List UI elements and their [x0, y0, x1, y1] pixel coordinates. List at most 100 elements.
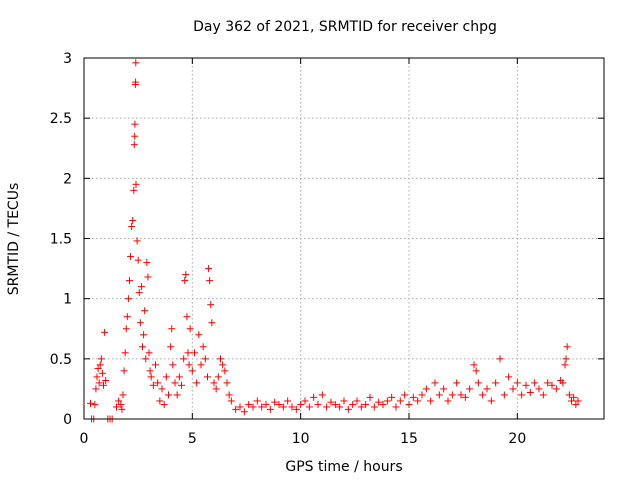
data-point [132, 78, 140, 86]
data-point [431, 379, 439, 387]
data-point [323, 403, 331, 411]
data-point [559, 379, 567, 387]
data-point [561, 361, 569, 369]
data-point [118, 405, 126, 413]
data-point [297, 401, 305, 409]
data-point [336, 403, 344, 411]
data-point [181, 277, 189, 285]
data-point [130, 186, 138, 194]
data-point [448, 391, 456, 399]
data-point [132, 180, 140, 188]
x-axis-label: GPS time / hours [285, 459, 402, 475]
data-point [379, 401, 387, 409]
data-point [131, 120, 139, 128]
data-point [570, 393, 578, 401]
y-tick-label: 1.5 [50, 232, 72, 248]
data-point [344, 405, 352, 413]
data-point [331, 401, 339, 409]
x-tick-labels: 0 5 10 15 20 [80, 431, 527, 447]
data-point [129, 216, 137, 224]
data-point [193, 379, 201, 387]
data-point [271, 398, 279, 406]
data-point [574, 397, 582, 405]
data-point [182, 271, 190, 279]
grid [84, 58, 604, 419]
data-point [483, 385, 491, 393]
data-point [414, 397, 422, 405]
data-point [435, 391, 443, 399]
y-tick-label: 2.5 [50, 111, 72, 127]
data-point [396, 397, 404, 405]
x-tick-label: 5 [188, 431, 197, 447]
data-point [470, 361, 478, 369]
data-point [165, 391, 172, 399]
data-point [422, 385, 430, 393]
data-point [522, 381, 530, 389]
data-point [144, 273, 152, 281]
data-point [409, 393, 417, 401]
data-point [183, 313, 191, 321]
data-point [188, 367, 196, 375]
data-point [92, 385, 100, 393]
data-point [279, 403, 287, 411]
data-point [505, 373, 513, 381]
data-point [127, 253, 135, 261]
data-point [388, 393, 396, 401]
data-point [466, 385, 474, 393]
data-point [178, 381, 185, 389]
data-point [362, 401, 370, 409]
data-point [548, 381, 556, 389]
data-point [310, 393, 318, 401]
data-point [223, 379, 231, 387]
data-point [152, 361, 159, 369]
data-point [191, 349, 198, 357]
data-point [160, 401, 168, 409]
data-point [253, 397, 261, 405]
axis-ticks [83, 57, 604, 420]
data-point [98, 369, 106, 377]
data-point [405, 401, 413, 409]
data-point [472, 367, 480, 375]
data-point [245, 401, 253, 409]
data-point [563, 343, 571, 351]
data-point [175, 373, 183, 381]
data-point [204, 373, 211, 381]
data-point [212, 385, 220, 393]
data-point [97, 355, 105, 363]
data-point [207, 301, 215, 309]
data-point [149, 381, 157, 389]
data-point [133, 237, 141, 245]
data-point [327, 398, 335, 406]
data-point [171, 379, 179, 387]
data-point [227, 397, 235, 405]
data-point [258, 403, 266, 411]
data-point [444, 397, 452, 405]
data-point [457, 391, 465, 399]
data-point [418, 391, 426, 399]
data-point [565, 391, 573, 399]
data-point [100, 381, 107, 389]
data-point [340, 397, 348, 405]
data-point [496, 355, 504, 363]
data-point [353, 397, 361, 405]
data-point [305, 403, 313, 411]
data-point [314, 401, 322, 409]
x-tick-label: 0 [80, 431, 89, 447]
data-point [474, 379, 482, 387]
data-point [568, 397, 575, 405]
data-point [123, 313, 131, 321]
data-point [375, 398, 383, 406]
data-point [318, 391, 326, 399]
data-point [513, 379, 521, 387]
data-point [487, 397, 495, 405]
data-point [370, 403, 378, 411]
data-point [131, 132, 139, 140]
data-point [167, 343, 175, 351]
data-point [535, 385, 543, 393]
data-point [122, 325, 130, 333]
data-point [249, 403, 257, 411]
data-point [572, 401, 580, 409]
x-tick-label: 15 [400, 431, 418, 447]
data-point [552, 385, 560, 393]
